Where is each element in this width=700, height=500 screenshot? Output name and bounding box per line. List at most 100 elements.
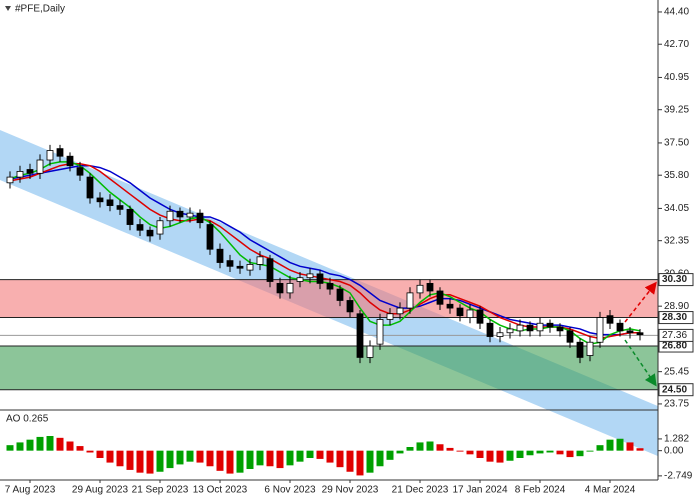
ao-bar <box>166 450 174 469</box>
ao-bar <box>456 450 464 452</box>
ao-bar <box>36 436 44 451</box>
candle-body <box>516 324 524 332</box>
ao-bar <box>416 442 424 451</box>
candle-body <box>356 313 364 358</box>
ao-bar <box>106 450 114 463</box>
ao-bar <box>496 450 504 463</box>
ao-bar <box>606 439 614 451</box>
y-tick-label: 28.90 <box>664 301 689 312</box>
ao-bar <box>406 447 414 451</box>
candle-body <box>486 322 494 337</box>
candle-body <box>376 319 384 345</box>
ao-bar <box>626 442 634 451</box>
candle-body <box>6 176 14 184</box>
ao-bar <box>286 450 294 466</box>
ao-bar <box>316 450 324 459</box>
ao-bar <box>346 450 354 472</box>
x-tick-label: 29 Aug 2023 <box>72 485 129 496</box>
level-zone <box>0 346 658 390</box>
x-tick-label: 6 Nov 2023 <box>264 485 316 496</box>
candle-body <box>526 324 534 332</box>
ao-bar <box>386 450 394 460</box>
level-label: 28.30 <box>662 312 687 323</box>
candle-body <box>476 309 484 324</box>
ao-bar <box>6 445 14 451</box>
candle-body <box>386 313 394 320</box>
ao-bar <box>226 450 234 474</box>
candle-body <box>56 148 64 157</box>
labels-layer: #PFE,Daily AO 0.265 44.40 42.70 40.95 39.25… <box>5 4 694 496</box>
candle-body <box>26 169 34 174</box>
ao-bar <box>136 450 144 473</box>
y-tick-label: 40.95 <box>664 72 689 83</box>
candle-body <box>346 300 354 313</box>
ao-bar <box>536 450 544 454</box>
ao-bar <box>476 450 484 458</box>
ao-bar <box>566 450 574 458</box>
candle-body <box>466 309 474 318</box>
candle-body <box>546 322 554 328</box>
zones-layer <box>0 279 658 391</box>
ao-bar <box>236 450 244 473</box>
ao-bar <box>466 450 474 455</box>
candle-body <box>46 150 54 161</box>
ao-bar <box>546 450 554 453</box>
candle-body <box>226 260 234 267</box>
ao-bar <box>576 450 584 457</box>
y-tick-label: 37.50 <box>664 138 689 149</box>
ao-bar <box>336 450 344 468</box>
ao-bar <box>96 450 104 458</box>
candle-body <box>596 317 604 343</box>
x-tick-label: 4 Mar 2024 <box>585 485 636 496</box>
ao-bar <box>156 450 164 472</box>
indicator-title: AO 0.265 <box>6 414 49 425</box>
ao-bar <box>196 450 204 463</box>
candle-body <box>496 332 504 337</box>
candle-body <box>286 282 294 294</box>
candle-body <box>216 248 224 263</box>
ao-bar <box>126 450 134 470</box>
ao-bar <box>186 450 194 462</box>
candle-body <box>256 256 264 265</box>
ao-bar <box>216 450 224 471</box>
candle-body <box>566 330 574 343</box>
candle-body <box>306 273 314 279</box>
candle-body <box>446 303 454 309</box>
ao-bar <box>256 450 264 466</box>
candle-body <box>156 220 164 235</box>
ao-bar <box>46 436 54 451</box>
candle-body <box>626 330 634 334</box>
level-label: 24.50 <box>662 384 687 395</box>
candle-body <box>86 176 94 199</box>
candle-body <box>506 328 514 334</box>
y-tick-label: 25.45 <box>664 366 689 377</box>
ao-bar <box>396 450 404 454</box>
up-arrow <box>624 281 657 323</box>
ao-bar <box>306 450 314 458</box>
ao-bar <box>376 450 384 467</box>
candle-body <box>576 341 584 358</box>
ao-bar <box>526 450 534 456</box>
candle-body <box>416 284 424 294</box>
y-tick-label: 32.35 <box>664 235 689 246</box>
candle-body <box>76 167 84 176</box>
ao-bar <box>586 450 594 452</box>
candle-body <box>236 265 244 269</box>
ao-bar <box>446 447 454 451</box>
level-box <box>658 328 694 342</box>
candle-body <box>296 277 304 282</box>
y-tick-label: 39.25 <box>664 104 689 115</box>
chart-title: #PFE,Daily <box>15 4 65 15</box>
ao-bar <box>66 441 74 451</box>
ao-bar <box>206 450 214 467</box>
ao-bar <box>616 438 624 451</box>
x-tick-label: 29 Nov 2023 <box>322 485 379 496</box>
candle-body <box>456 307 464 317</box>
frame <box>0 0 662 483</box>
level-label: 27.36 <box>662 330 687 341</box>
moving-average <box>9 161 641 345</box>
candle-body <box>136 224 144 231</box>
ao-bar <box>146 450 154 474</box>
ao-bar <box>326 450 334 463</box>
